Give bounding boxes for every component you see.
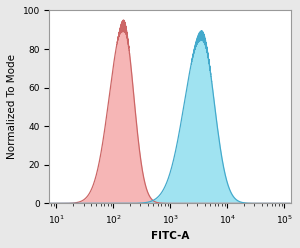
Y-axis label: Normalized To Mode: Normalized To Mode — [7, 54, 17, 159]
X-axis label: FITC-A: FITC-A — [151, 231, 190, 241]
